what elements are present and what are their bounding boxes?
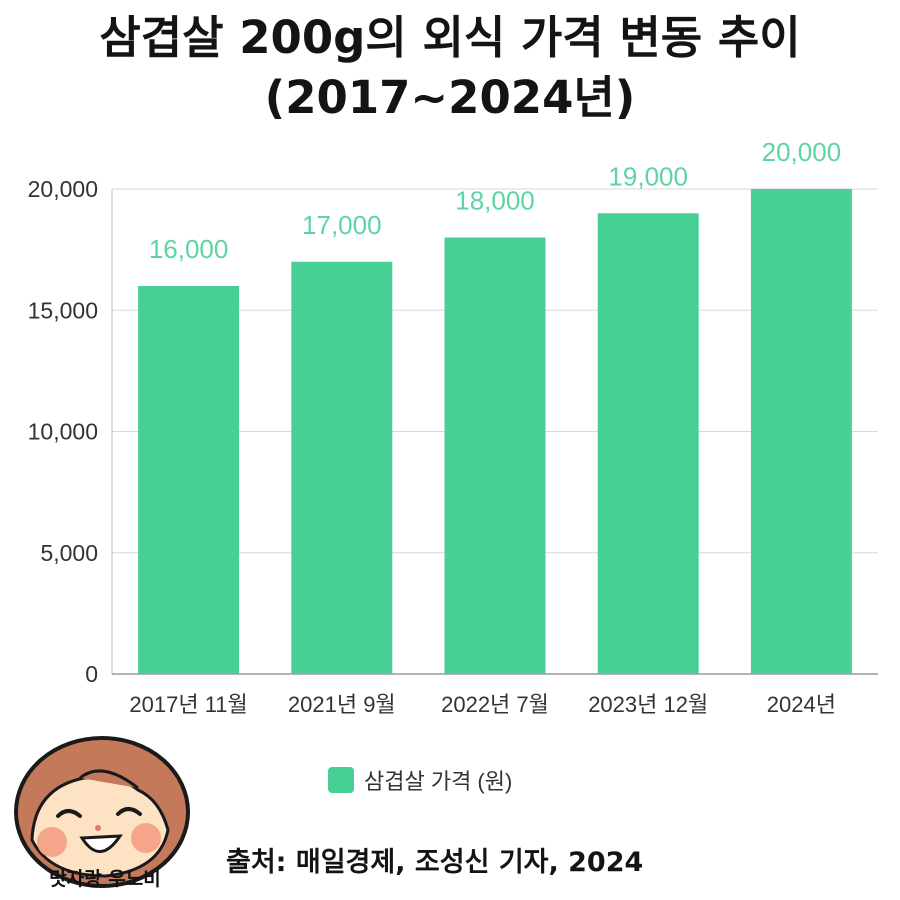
legend-label: 삼겹살 가격 (원) (364, 769, 513, 794)
bar-chart: 0 5,000 10,000 15,000 20,000 16,000 2017년 11월 1… (28, 137, 878, 717)
title-line-1: 삼겹살 200g의 외식 가격 변동 추이 (99, 11, 801, 64)
data-label: 18,000 (455, 186, 535, 216)
x-tick-label: 2022년 7월 (441, 692, 549, 717)
data-label: 19,000 (608, 161, 688, 191)
bar (444, 237, 546, 674)
chart-title: 삼겹살 200g의 외식 가격 변동 추이 (2017~2024년) (0, 8, 900, 128)
y-tick-label: 20,000 (28, 176, 98, 202)
legend-swatch (328, 767, 354, 793)
mascot-label: 맛자랑 우노비 (49, 868, 161, 890)
x-tick-label: 2023년 12월 (588, 692, 708, 717)
mascot-face-logo (14, 736, 190, 888)
x-tick-label: 2024년 (767, 692, 836, 717)
y-tick-label: 0 (85, 661, 98, 687)
data-label: 17,000 (302, 210, 382, 240)
source-credit: 출처: 매일경제, 조성신 기자, 2024 (226, 847, 644, 878)
data-label: 20,000 (762, 137, 842, 167)
bar (138, 286, 240, 674)
x-tick-label: 2017년 11월 (129, 692, 247, 717)
x-tick-label: 2021년 9월 (288, 692, 396, 717)
title-line-2: (2017~2024년) (264, 71, 636, 124)
y-tick-label: 5,000 (40, 540, 98, 566)
y-tick-label: 10,000 (28, 419, 98, 445)
y-tick-label: 15,000 (28, 297, 98, 323)
data-label: 16,000 (149, 234, 229, 264)
bar (291, 261, 393, 674)
bar (597, 213, 699, 674)
bar (750, 189, 852, 674)
legend: 삼겹살 가격 (원) (328, 765, 512, 795)
